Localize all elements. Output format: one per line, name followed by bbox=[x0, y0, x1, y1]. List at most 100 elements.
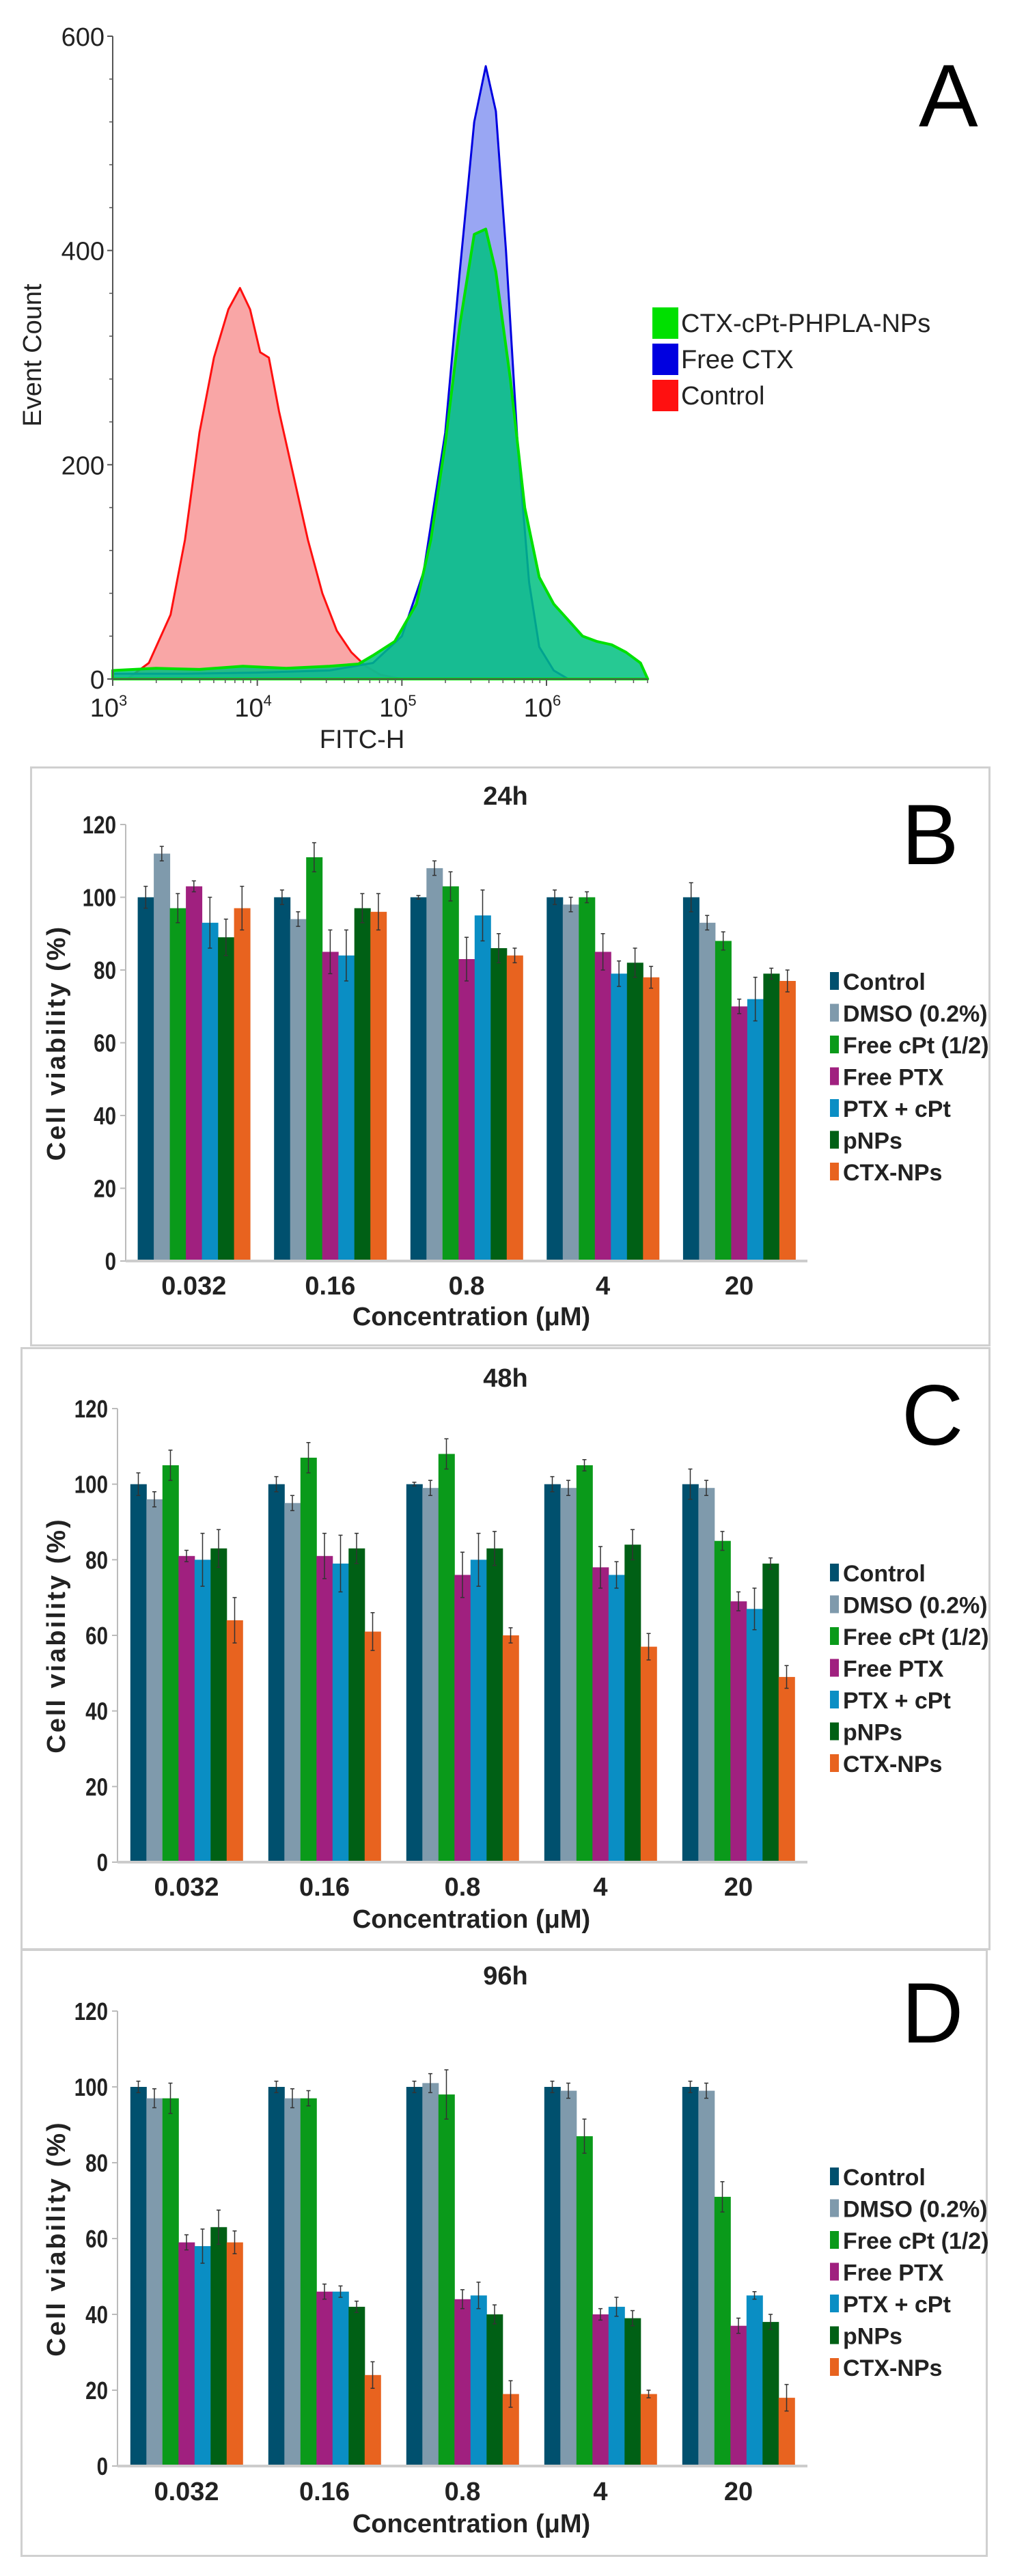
chart-title: 96h bbox=[483, 1962, 527, 1991]
legend-label: pNPs bbox=[843, 2324, 902, 2350]
error-bar bbox=[614, 1561, 619, 1589]
bar-pnps-0.8 bbox=[490, 948, 508, 1261]
bar-dmso-0-2--0.032 bbox=[146, 1499, 163, 1862]
error-bar bbox=[290, 1495, 294, 1512]
bar-free-ptx-4 bbox=[594, 952, 611, 1261]
error-bar bbox=[159, 846, 164, 861]
legend-swatch bbox=[830, 1754, 839, 1772]
error-bar bbox=[582, 2118, 587, 2154]
error-bar bbox=[646, 1633, 651, 1661]
error-bar bbox=[322, 2283, 327, 2300]
y-tick-label: 120 bbox=[74, 1997, 108, 2025]
legend-label: Free PTX bbox=[843, 1657, 944, 1682]
legend-swatch bbox=[830, 2262, 839, 2281]
error-bar bbox=[136, 2080, 141, 2094]
error-bar bbox=[290, 2088, 294, 2109]
error-bar bbox=[649, 965, 654, 989]
error-bar bbox=[704, 1480, 708, 1497]
error-bar bbox=[428, 1480, 432, 1497]
legend-label: Free CTX bbox=[681, 346, 794, 374]
y-tick-label: 600 bbox=[61, 23, 105, 52]
bar-ctx-nps-0.8 bbox=[506, 955, 523, 1261]
bar-ptx-cpt-20 bbox=[746, 1609, 763, 1862]
error-bar bbox=[768, 2314, 773, 2330]
x-tick-label: 0.032 bbox=[161, 1272, 226, 1301]
bar-free-ptx-0.032 bbox=[186, 886, 203, 1261]
panel-letter: B bbox=[902, 788, 958, 883]
error-bar bbox=[465, 937, 469, 982]
bar-pnps-4 bbox=[624, 2318, 641, 2466]
error-bar bbox=[143, 885, 148, 909]
error-bar bbox=[646, 2390, 651, 2398]
error-bar bbox=[448, 871, 453, 902]
bar-ptx-cpt-4 bbox=[611, 973, 628, 1261]
legend-label: Control bbox=[843, 969, 926, 995]
bar-pnps-0.032 bbox=[210, 1548, 227, 1862]
bar-ctx-nps-20 bbox=[778, 1676, 795, 1862]
x-axis-label: FITC-H bbox=[320, 725, 405, 754]
bar-free-cpt-1-2--4 bbox=[576, 1465, 593, 1862]
bar-chart-panel-b: 0 20 40 60 80 100 120 0.032 0.16 0.8 4 20 Concentrat… bbox=[42, 782, 989, 1331]
error-bar bbox=[512, 947, 517, 964]
error-bar bbox=[736, 2317, 740, 2334]
legend-swatch bbox=[830, 2199, 839, 2217]
bar-free-ptx-0.16 bbox=[316, 1555, 333, 1862]
error-bar bbox=[370, 1612, 375, 1651]
bar-ptx-cpt-20 bbox=[747, 999, 764, 1261]
error-bar bbox=[493, 1531, 497, 1566]
chart-title: 24h bbox=[483, 782, 527, 811]
bar-pnps-0.8 bbox=[486, 1548, 503, 1862]
bar-free-cpt-1-2--20 bbox=[714, 1540, 731, 1862]
y-axis-label: Cell viability (%) bbox=[42, 1517, 71, 1753]
legend-label: Free cPt (1/2) bbox=[843, 1624, 989, 1650]
bar-ctx-nps-0.032 bbox=[226, 1620, 243, 1862]
legend-label: pNPs bbox=[843, 1128, 902, 1154]
legend-swatch bbox=[830, 1659, 839, 1677]
legend-swatch bbox=[652, 380, 678, 411]
legend-label: Control bbox=[681, 382, 765, 411]
legend-label: DMSO (0.2%) bbox=[843, 2197, 988, 2223]
x-tick-label: 0.8 bbox=[445, 1873, 481, 1902]
x-tick-label: 105 bbox=[379, 692, 417, 723]
bar-free-cpt-1-2--20 bbox=[714, 2196, 731, 2466]
error-bar bbox=[497, 933, 501, 964]
bar-ptx-cpt-0.032 bbox=[194, 1560, 211, 1862]
legend-label: PTX + cPt bbox=[843, 1096, 951, 1122]
y-tick-label: 100 bbox=[74, 1471, 108, 1498]
x-tick-base: 10 bbox=[234, 694, 263, 723]
x-axis-label: Concentration (μM) bbox=[352, 2510, 590, 2538]
y-axis-label: Cell viability (%) bbox=[42, 2120, 71, 2356]
y-tick-label: 0 bbox=[97, 2452, 108, 2480]
legend-swatch bbox=[830, 2295, 839, 2312]
bar-dmso-0-2--0.8 bbox=[426, 868, 443, 1261]
x-tick-exponent: 3 bbox=[119, 692, 127, 709]
bar-chart-panel-d: 0 20 40 60 80 100 120 0.032 0.16 0.8 4 20 Concentrat… bbox=[42, 1962, 989, 2538]
legend-swatch bbox=[830, 2231, 839, 2249]
bar-dmso-0-2--4 bbox=[562, 904, 579, 1261]
x-tick-label: 20 bbox=[724, 2478, 753, 2506]
x-tick-label: 4 bbox=[593, 2478, 607, 2506]
bar-ptx-cpt-0.16 bbox=[332, 1563, 349, 1862]
legend-swatch bbox=[830, 1067, 839, 1085]
legend-label: Control bbox=[843, 2165, 926, 2191]
bar-free-ptx-4 bbox=[592, 1567, 609, 1862]
bar-dmso-0-2--20 bbox=[698, 2090, 715, 2466]
error-bar bbox=[568, 896, 573, 913]
legend-swatch bbox=[830, 1627, 839, 1645]
bar-ptx-cpt-4 bbox=[608, 2306, 625, 2466]
error-bar bbox=[493, 2304, 497, 2325]
bar-pnps-0.16 bbox=[348, 1548, 365, 1862]
x-tick-label: 104 bbox=[234, 692, 272, 723]
bar-control-0.032 bbox=[130, 1484, 147, 1862]
error-bar bbox=[753, 976, 758, 1022]
y-tick-label: 100 bbox=[83, 884, 116, 911]
error-bar bbox=[566, 1480, 570, 1497]
y-tick-label: 20 bbox=[85, 2377, 108, 2404]
y-tick-label: 60 bbox=[85, 1622, 108, 1649]
bar-ptx-cpt-4 bbox=[608, 1575, 625, 1862]
bar-pnps-20 bbox=[762, 1563, 779, 1862]
legend-label: DMSO (0.2%) bbox=[843, 1001, 988, 1027]
error-bar bbox=[355, 1532, 359, 1564]
bar-free-cpt-1-2--0.16 bbox=[306, 857, 323, 1261]
